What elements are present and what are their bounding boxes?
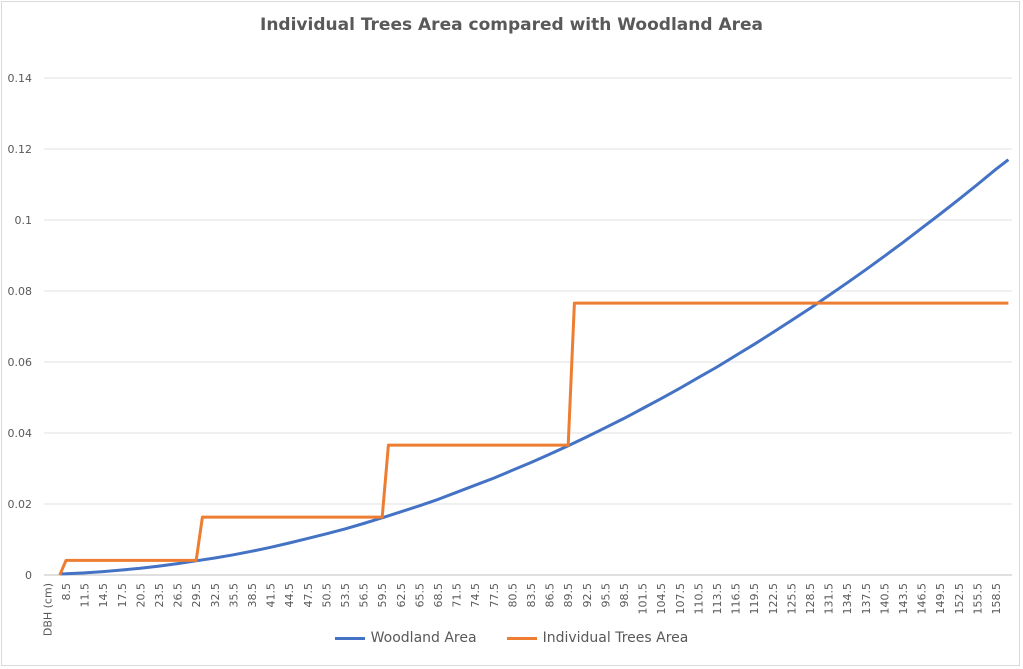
x-tick-label: 17.5 bbox=[116, 583, 129, 608]
x-tick-label: 14.5 bbox=[97, 583, 110, 608]
legend-label-woodland: Woodland Area bbox=[370, 630, 477, 646]
y-tick-label: 0.12 bbox=[8, 143, 33, 156]
y-tick-label: 0.02 bbox=[8, 498, 33, 511]
x-tick-label: 86.5 bbox=[544, 583, 557, 608]
x-tick-label: 98.5 bbox=[618, 583, 631, 608]
x-tick-label: 155.5 bbox=[971, 583, 984, 615]
x-tick-label: 146.5 bbox=[916, 583, 929, 615]
y-tick-label: 0.06 bbox=[8, 356, 33, 369]
x-tick-label: 101.5 bbox=[637, 583, 650, 615]
x-tick-label: 140.5 bbox=[878, 583, 891, 615]
legend-label-individual-trees: Individual Trees Area bbox=[542, 630, 689, 646]
x-tick-label: 50.5 bbox=[320, 583, 333, 608]
x-tick-label: 20.5 bbox=[134, 583, 147, 608]
x-tick-label: 35.5 bbox=[227, 583, 240, 608]
x-tick-label: 23.5 bbox=[153, 583, 166, 608]
x-tick-label: 134.5 bbox=[841, 583, 854, 615]
x-tick-label: 71.5 bbox=[451, 583, 464, 608]
legend-item-woodland: Woodland Area bbox=[334, 630, 477, 646]
y-tick-label: 0.1 bbox=[15, 214, 33, 227]
x-tick-label: 143.5 bbox=[897, 583, 910, 615]
legend-item-individual-trees: Individual Trees Area bbox=[506, 630, 689, 646]
y-tick-label: 0.04 bbox=[8, 427, 33, 440]
x-axis-title: DBH (cm) bbox=[41, 583, 54, 636]
x-tick-label: 8.5 bbox=[60, 583, 73, 601]
x-tick-label: 119.5 bbox=[748, 583, 761, 615]
x-tick-label: 104.5 bbox=[655, 583, 668, 615]
x-tick-label: 41.5 bbox=[265, 583, 278, 608]
x-tick-label: 65.5 bbox=[413, 583, 426, 608]
x-tick-label: 11.5 bbox=[79, 583, 92, 608]
x-tick-label: 77.5 bbox=[488, 583, 501, 608]
x-tick-label: 47.5 bbox=[302, 583, 315, 608]
y-tick-label: 0 bbox=[25, 569, 32, 582]
x-tick-label: 92.5 bbox=[581, 583, 594, 608]
x-tick-label: 38.5 bbox=[246, 583, 259, 608]
legend: Woodland Area Individual Trees Area bbox=[0, 630, 1023, 646]
x-tick-label: 95.5 bbox=[599, 583, 612, 608]
x-tick-label: 116.5 bbox=[730, 583, 743, 615]
x-tick-label: 32.5 bbox=[209, 583, 222, 608]
x-tick-label: 122.5 bbox=[767, 583, 780, 615]
series-line-individual-trees-area bbox=[58, 301, 1009, 576]
x-tick-label: 110.5 bbox=[692, 583, 705, 615]
chart-title: Individual Trees Area compared with Wood… bbox=[260, 15, 763, 35]
x-tick-label: 56.5 bbox=[358, 583, 371, 608]
x-tick-label: 80.5 bbox=[506, 583, 519, 608]
y-tick-label: 0.08 bbox=[8, 285, 33, 298]
x-tick-label: 59.5 bbox=[376, 583, 389, 608]
x-tick-label: 26.5 bbox=[172, 583, 185, 608]
legend-swatch-woodland bbox=[334, 636, 365, 640]
x-tick-label: 68.5 bbox=[432, 583, 445, 608]
x-tick-label: 152.5 bbox=[953, 583, 966, 615]
x-tick-label: 137.5 bbox=[860, 583, 873, 615]
x-tick-label: 158.5 bbox=[990, 583, 1003, 615]
x-tick-label: 89.5 bbox=[562, 583, 575, 608]
x-tick-label: 107.5 bbox=[674, 583, 687, 615]
x-tick-label: 83.5 bbox=[525, 583, 538, 608]
x-tick-label: 113.5 bbox=[711, 583, 724, 615]
x-tick-label: 62.5 bbox=[395, 583, 408, 608]
y-tick-label: 0.14 bbox=[8, 72, 33, 85]
x-tick-label: 44.5 bbox=[283, 583, 296, 608]
x-tick-label: 29.5 bbox=[190, 583, 203, 608]
x-tick-label: 74.5 bbox=[469, 583, 482, 608]
x-tick-label: 128.5 bbox=[804, 583, 817, 615]
x-tick-label: 131.5 bbox=[823, 583, 836, 615]
series-line-woodland-area bbox=[59, 158, 1010, 576]
x-tick-label: 125.5 bbox=[785, 583, 798, 615]
legend-swatch-individual-trees bbox=[506, 636, 537, 640]
x-tick-label: 53.5 bbox=[339, 583, 352, 608]
x-tick-label: 149.5 bbox=[934, 583, 947, 615]
